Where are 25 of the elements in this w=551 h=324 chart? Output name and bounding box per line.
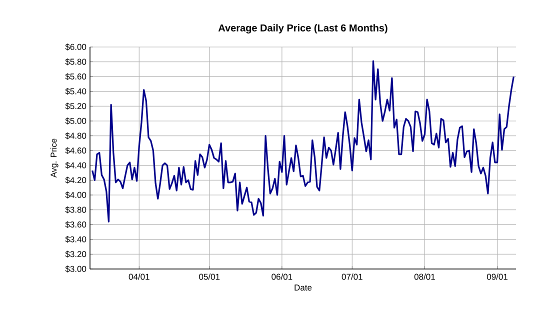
x-tick-label: 09/01 xyxy=(486,274,508,280)
y-tick-label: $5.80 xyxy=(65,58,86,66)
y-tick-label: $4.40 xyxy=(65,162,86,169)
y-tick-label: $3.60 xyxy=(65,221,86,228)
y-axis-title: Avg. Price xyxy=(50,138,58,178)
y-tick-label: $5.20 xyxy=(65,102,86,110)
x-tick-label: 05/01 xyxy=(199,274,220,280)
x-tick-label: 06/01 xyxy=(272,274,292,280)
y-tick-label: $5.40 xyxy=(65,88,86,95)
x-tick-label: 04/01 xyxy=(128,274,150,280)
y-tick-label: $5.60 xyxy=(65,73,86,80)
y-tick-label: $3.40 xyxy=(65,236,86,243)
chart-title: Average Daily Price (Last 6 Months) xyxy=(218,24,388,34)
y-tick-label: $6.00 xyxy=(65,44,86,50)
y-tick-label: $3.20 xyxy=(65,250,86,258)
y-tick-label: $4.80 xyxy=(65,132,86,140)
x-tick-label: 08/01 xyxy=(414,274,435,280)
y-tick-label: $5.00 xyxy=(65,118,86,124)
y-tick-label: $4.60 xyxy=(65,147,86,154)
y-tick-label: $3.80 xyxy=(65,206,86,214)
y-tick-label: $4.20 xyxy=(65,176,86,184)
y-tick-label: $4.00 xyxy=(65,192,86,198)
x-tick-label: 07/01 xyxy=(342,274,362,280)
x-axis-title: Date xyxy=(294,284,312,291)
y-tick-label: $3.00 xyxy=(65,266,86,272)
